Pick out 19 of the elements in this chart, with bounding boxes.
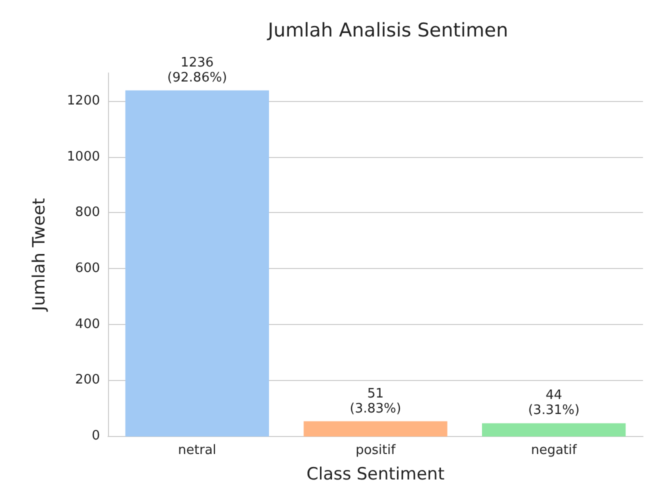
y-tick-label: 600 bbox=[75, 260, 100, 276]
data-label: 51 (3.83%) bbox=[350, 386, 402, 416]
x-tick-label: negatif bbox=[530, 443, 578, 458]
bar bbox=[304, 421, 448, 436]
y-tick-label: 800 bbox=[75, 205, 100, 220]
x-tick-label: netral bbox=[178, 443, 216, 458]
x-tick-label: positif bbox=[356, 443, 396, 458]
y-tick-label: 400 bbox=[75, 316, 100, 332]
data-label: 44 (3.31%) bbox=[528, 388, 580, 418]
y-tick-label: 1000 bbox=[66, 149, 100, 164]
y-tick-label: 0 bbox=[92, 428, 100, 444]
x-axis-title: Class Sentiment bbox=[306, 464, 445, 484]
chart-title: Jumlah Analisis Sentimen bbox=[266, 20, 508, 42]
y-axis-title: Jumlah Tweet bbox=[30, 198, 50, 312]
y-tick-label: 1200 bbox=[66, 93, 100, 108]
y-tick-label: 200 bbox=[75, 372, 100, 388]
data-label: 1236 (92.86%) bbox=[167, 55, 228, 86]
bar bbox=[125, 90, 269, 436]
bar bbox=[482, 423, 626, 436]
